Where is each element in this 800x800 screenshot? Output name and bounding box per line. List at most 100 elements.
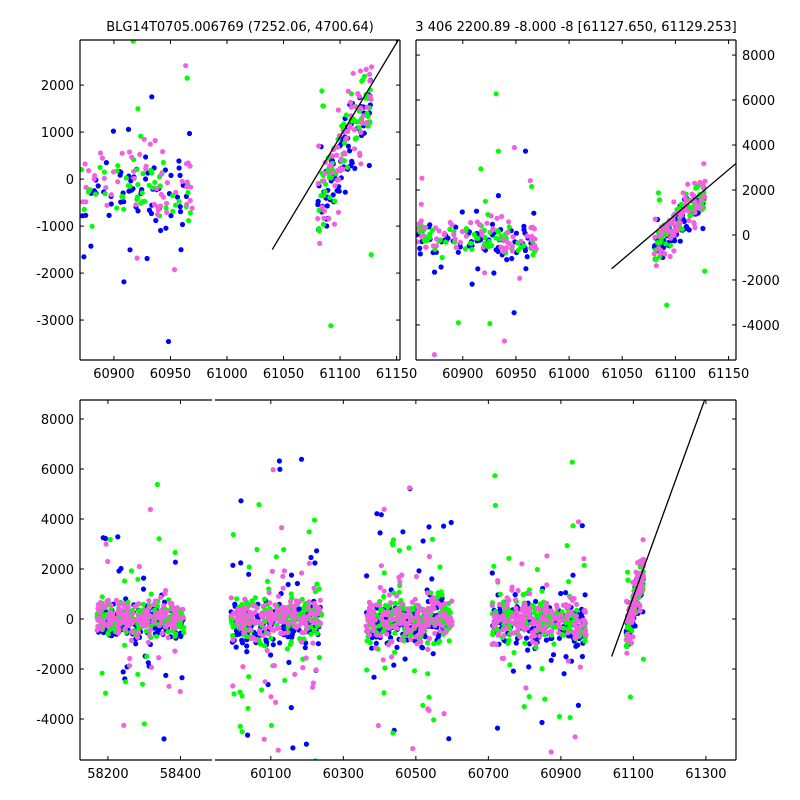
data-point-violet [131,168,137,174]
data-point-blue [394,644,400,651]
data-point-blue [526,664,532,670]
data-point-violet [97,600,103,606]
data-point-violet [519,561,525,567]
data-point-green [316,228,322,234]
data-point-violet [698,205,704,211]
data-point-violet [386,592,392,598]
data-point-violet [635,600,641,606]
data-point-blue [174,194,181,200]
x-tick-label: 58400 [160,767,201,782]
data-point-blue [133,641,139,647]
data-point-violet [399,601,405,607]
data-point-violet [416,226,420,232]
data-point-blue [539,719,545,726]
data-point-green [482,235,488,241]
data-point-violet [652,216,658,222]
data-point-violet [86,168,92,174]
data-point-blue [144,255,150,262]
data-point-blue [296,606,302,612]
data-point-violet [381,588,387,594]
data-point-violet [159,619,165,625]
data-point-violet [351,127,357,133]
data-point-violet [169,621,175,627]
data-point-violet [275,747,281,753]
data-point-green [439,254,445,261]
data-point-green [332,198,338,204]
data-point-green [170,208,176,214]
data-point-blue [153,217,159,224]
data-point-green [443,239,449,245]
data-point-violet [680,190,686,196]
data-point-green [160,159,166,166]
data-point-green [101,169,107,175]
data-point-green [425,671,431,677]
data-point-green [521,704,527,710]
data-point-green [318,193,324,199]
data-point-violet [114,623,120,629]
data-point-violet [156,655,162,661]
data-point-violet [232,611,238,617]
data-point-violet [235,621,241,627]
data-point-blue [446,736,452,742]
data-point-violet [132,603,138,610]
data-point-violet [527,591,533,597]
data-point-blue [127,247,133,253]
data-point-green [627,694,634,700]
data-point-green [246,674,252,680]
data-point-violet [318,620,324,627]
data-point-green [320,221,326,227]
data-point-green [288,591,294,597]
data-point-violet [428,598,435,604]
data-point-violet [119,150,125,156]
data-point-blue [277,466,283,472]
data-point-violet [321,215,327,221]
data-point-violet [274,606,280,613]
model-line [611,400,706,657]
data-point-violet [153,611,159,617]
data-point-violet [544,582,550,588]
data-point-green [314,581,320,587]
data-point-violet [630,634,636,640]
data-point-green [473,235,479,241]
data-point-violet [651,251,657,257]
data-point-blue [135,208,141,214]
data-point-violet [489,602,495,608]
data-point-violet [189,205,195,211]
data-point-green [406,545,412,551]
data-point-violet [573,624,579,630]
data-point-violet [265,613,271,620]
data-point-blue [143,154,149,160]
data-point-green [533,645,539,651]
data-point-violet [686,217,692,224]
data-point-green [138,133,144,139]
data-point-violet [499,655,505,662]
data-point-blue [176,158,182,164]
data-point-violet [694,202,700,208]
data-point-blue [103,160,109,166]
data-point-green [284,646,290,652]
data-point-green [561,632,567,638]
data-point-green [506,555,512,561]
data-point-violet [316,609,323,615]
data-point-violet [99,155,105,161]
data-point-violet [404,613,411,619]
data-point-green [341,121,347,127]
data-point-violet [489,641,495,647]
x-tick-label: 61000 [206,367,247,382]
data-point-green [492,502,498,508]
data-point-violet [416,239,420,245]
data-point-green [539,588,545,594]
data-point-blue [582,592,588,598]
data-point-green [656,197,662,203]
data-point-blue [238,498,244,504]
data-point-blue [172,559,178,565]
data-point-violet [490,227,496,233]
data-point-blue [429,576,435,582]
data-point-violet [261,610,267,616]
data-point-violet [434,599,440,606]
data-point-violet [267,600,273,606]
data-point-violet [578,623,584,629]
y-tick-label: 1000 [41,126,74,141]
data-point-violet [335,107,341,113]
data-point-violet [146,598,152,604]
